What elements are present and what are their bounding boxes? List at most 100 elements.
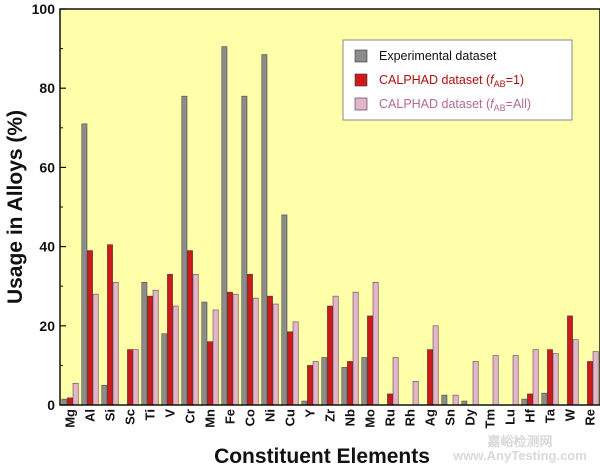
x-tick-label-lu: Lu (503, 409, 518, 425)
bar-calphad-all-tm (492, 355, 499, 406)
bar-experimental-ni (261, 54, 268, 406)
bar-calphad-all-ru (392, 357, 399, 406)
bar-calphad-all-sc (132, 349, 139, 406)
bar-calphad-all-ti (152, 289, 159, 406)
x-tick-label-si: Si (103, 409, 118, 421)
bar-experimental-co (241, 95, 248, 406)
bar-calphad-1-mg (67, 397, 73, 406)
bar-calphad-1-y (307, 365, 313, 406)
bar-calphad-all-cu (292, 321, 299, 406)
bar-calphad-all-nb (352, 291, 359, 406)
bar-calphad-all-sn (452, 394, 459, 406)
x-tick-label-ru: Ru (383, 409, 398, 426)
bar-calphad-1-ag (427, 349, 433, 406)
x-tick-label-v: V (163, 409, 178, 418)
bar-calphad-1-ta (547, 349, 553, 406)
bar-calphad-all-rh (412, 380, 419, 406)
bar-experimental-al (81, 123, 88, 406)
bar-calphad-all-y (312, 361, 319, 406)
bar-calphad-1-al (87, 250, 93, 406)
bar-experimental-fe (221, 46, 228, 406)
bar-calphad-all-ni (272, 303, 279, 406)
y-tick-label-40: 40 (39, 239, 55, 255)
bar-experimental-ti (141, 281, 148, 406)
bar-experimental-ta (541, 392, 548, 406)
bar-calphad-all-w (572, 339, 579, 406)
bar-calphad-1-cr (187, 250, 193, 406)
y-tick-label-0: 0 (47, 397, 55, 413)
bar-calphad-1-re (587, 361, 593, 406)
bar-calphad-all-zr (332, 295, 339, 406)
bar-experimental-hf (521, 398, 528, 406)
x-tick-label-ag: Ag (423, 409, 438, 426)
legend-label-experimental: Experimental dataset (379, 49, 497, 63)
bar-calphad-1-cu (287, 331, 293, 406)
bar-calphad-1-w (567, 315, 573, 406)
x-tick-label-ti: Ti (143, 409, 158, 420)
x-tick-label-w: W (563, 408, 578, 421)
x-tick-label-tm: Tm (483, 409, 498, 429)
bar-calphad-all-fe (232, 293, 239, 406)
bar-calphad-all-ta (552, 353, 559, 406)
bar-calphad-1-ni (267, 295, 273, 406)
bar-calphad-all-mn (212, 309, 219, 406)
x-tick-label-y: Y (303, 409, 318, 418)
x-tick-label-zr: Zr (323, 409, 338, 422)
bar-calphad-all-lu (512, 355, 519, 406)
watermark-text: 嘉峪检测网 (486, 434, 552, 449)
bar-calphad-1-mn (207, 341, 213, 406)
bar-calphad-all-co (252, 297, 259, 406)
bar-experimental-si (101, 384, 108, 406)
bar-calphad-all-v (172, 305, 179, 406)
x-tick-label-mg: Mg (63, 409, 78, 428)
legend-label-calphad-1: CALPHAD dataset (fAB=1) (379, 73, 524, 89)
bar-calphad-1-co (247, 274, 253, 406)
x-tick-label-re: Re (583, 409, 598, 426)
bar-calphad-1-ti (147, 295, 153, 406)
bar-calphad-1-ru (387, 393, 393, 406)
y-tick-label-60: 60 (39, 159, 55, 175)
x-tick-label-fe: Fe (223, 409, 238, 424)
x-axis-title: Constituent Elements (214, 445, 430, 468)
x-tick-label-ta: Ta (543, 408, 558, 423)
x-tick-label-cu: Cu (283, 409, 298, 426)
bar-calphad-all-mg (72, 382, 79, 406)
bar-experimental-nb (341, 367, 348, 406)
bar-experimental-cr (181, 95, 188, 406)
watermark-url: www.AnyTesting.com (452, 448, 587, 463)
bar-experimental-cu (281, 214, 288, 406)
bar-experimental-mo (361, 357, 368, 406)
bar-calphad-all-dy (472, 361, 479, 406)
bar-calphad-1-nb (347, 361, 353, 406)
legend-swatch-calphad-1 (354, 73, 368, 87)
x-tick-label-cr: Cr (183, 409, 198, 423)
x-tick-label-ni: Ni (263, 409, 278, 422)
bar-calphad-1-mo (367, 315, 373, 406)
bar-calphad-all-re (592, 351, 599, 406)
legend-box (342, 39, 573, 121)
x-tick-label-nb: Nb (343, 409, 358, 426)
x-axis: Mg Al Si Sc Ti V Cr Mn Fe Co Ni Cu Y Zr Nb Mo Ru Rh Ag Sn Dy… (63, 408, 598, 428)
bar-calphad-1-zr (327, 305, 333, 406)
x-tick-label-hf: Hf (523, 408, 538, 422)
bar-calphad-all-al (92, 293, 99, 406)
y-axis: 0 20 40 60 80 100 (32, 1, 66, 413)
x-tick-label-co: Co (243, 409, 258, 426)
y-axis-title: Usage in Alloys (%) (4, 110, 27, 304)
bar-calphad-1-fe (227, 291, 233, 406)
bar-calphad-all-hf (532, 349, 539, 406)
y-tick-label-100: 100 (32, 1, 56, 17)
y-tick-label-80: 80 (39, 80, 55, 96)
x-tick-label-sn: Sn (443, 409, 458, 426)
x-tick-label-mo: Mo (363, 409, 378, 428)
x-tick-label-rh: Rh (403, 409, 418, 426)
plot-frame (59, 8, 600, 406)
legend: Experimental dataset CALPHAD dataset (fA… (342, 39, 573, 121)
bar-calphad-all-mo (372, 281, 379, 406)
y-tick-label-20: 20 (39, 318, 55, 334)
x-tick-label-dy: Dy (463, 408, 478, 425)
bar-calphad-1-sc (127, 349, 133, 406)
x-tick-label-sc: Sc (123, 409, 138, 425)
bar-calphad-1-hf (527, 393, 533, 406)
